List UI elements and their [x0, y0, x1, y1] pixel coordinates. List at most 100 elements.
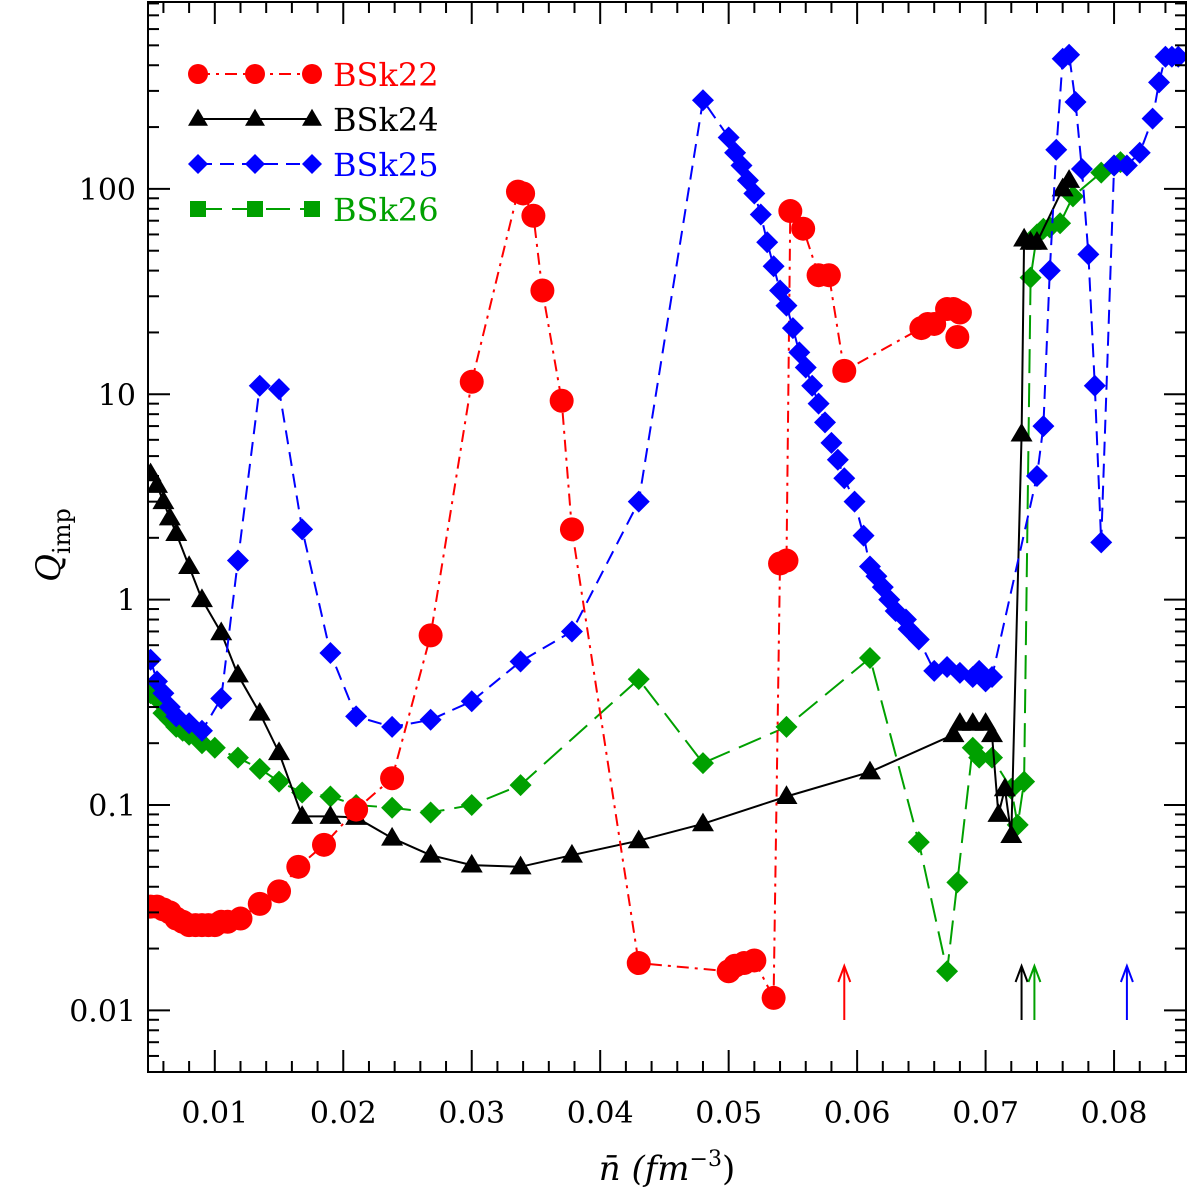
- legend-marker-bsk24: [245, 108, 265, 126]
- legend-item-bsk26: BSk26: [190, 191, 439, 229]
- data-point-bsk25: [794, 356, 817, 379]
- data-point-bsk24: [460, 853, 483, 873]
- data-point-bsk25: [775, 294, 798, 317]
- data-point-bsk24: [627, 829, 650, 849]
- data-point-bsk25: [1103, 154, 1126, 177]
- data-point-bsk25: [1038, 259, 1061, 282]
- x-axis-title-sup: −3: [690, 1147, 722, 1172]
- data-point-bsk26: [291, 781, 314, 804]
- legend-marker-bsk26: [247, 201, 263, 217]
- data-point-bsk25: [345, 705, 368, 728]
- data-point-bsk25: [691, 89, 714, 112]
- legend-marker-bsk24: [188, 108, 208, 126]
- data-point-bsk24: [248, 701, 271, 721]
- legend-label-bsk26: BSk26: [333, 191, 439, 229]
- data-point-bsk22: [247, 891, 272, 916]
- data-point-bsk25: [381, 715, 404, 738]
- data-point-bsk25: [1070, 157, 1093, 180]
- data-point-bsk24: [291, 805, 314, 824]
- data-point-bsk25: [1128, 141, 1151, 164]
- data-point-bsk24: [165, 522, 188, 541]
- legend-marker-bsk26: [190, 201, 206, 217]
- data-point-bsk24: [560, 843, 583, 863]
- data-point-bsk26: [1013, 770, 1036, 793]
- data-point-bsk24: [1025, 230, 1048, 250]
- data-point-bsk24: [1058, 169, 1081, 188]
- y-tick-label: 100: [79, 173, 136, 208]
- legend-item-bsk24: BSk24: [188, 101, 439, 139]
- data-point-bsk25: [1058, 43, 1081, 66]
- data-point-bsk26: [203, 736, 226, 759]
- data-point-bsk24: [210, 621, 233, 641]
- legend-label-bsk22: BSk22: [333, 56, 439, 94]
- y-tick-label: 0.1: [88, 789, 136, 824]
- data-point-bsk22: [311, 832, 336, 857]
- y-axis-title-main: Q: [29, 554, 69, 582]
- x-tick-label: 0.05: [695, 1096, 762, 1131]
- x-axis-title: n̄ (fm−3): [599, 1147, 736, 1189]
- y-axis-title: Qimp: [29, 508, 76, 582]
- y-tick-label: 0.01: [69, 994, 136, 1029]
- threshold-arrow: [837, 963, 852, 1020]
- arrow-head: [837, 963, 852, 983]
- data-point-bsk26: [509, 774, 532, 797]
- data-point-bsk25: [852, 524, 875, 547]
- data-point-bsk25: [801, 374, 824, 397]
- data-point-bsk22: [380, 766, 405, 791]
- arrow-head: [1014, 963, 1029, 983]
- data-point-bsk24: [158, 506, 181, 526]
- data-point-bsk24: [319, 805, 342, 824]
- data-point-bsk26: [968, 746, 991, 769]
- data-point-bsk22: [742, 948, 767, 973]
- data-point-bsk25: [226, 549, 249, 572]
- plot-area: [148, 43, 1186, 1010]
- data-point-bsk22: [418, 623, 443, 648]
- data-point-bsk26: [268, 770, 291, 793]
- data-point-bsk22: [945, 325, 970, 350]
- data-point-bsk25: [268, 378, 291, 401]
- x-tick-label: 0.04: [567, 1096, 634, 1131]
- data-point-bsk25: [826, 448, 849, 471]
- data-point-bsk25: [981, 666, 1004, 689]
- data-point-bsk25: [756, 231, 779, 254]
- data-point-bsk24: [942, 723, 965, 743]
- data-point-bsk25: [627, 490, 650, 513]
- data-point-bsk24: [152, 490, 175, 510]
- series-line-bsk26: [149, 161, 1121, 972]
- data-point-bsk26: [981, 746, 1004, 769]
- data-point-bsk25: [560, 620, 583, 643]
- legend-marker-bsk25: [302, 154, 322, 174]
- data-point-bsk25: [1167, 45, 1186, 68]
- data-point-bsk22: [559, 517, 584, 542]
- data-point-bsk22: [521, 203, 546, 228]
- data-point-bsk24: [509, 855, 532, 875]
- data-point-bsk25: [1141, 107, 1164, 130]
- data-point-bsk25: [1090, 531, 1113, 554]
- data-point-bsk25: [291, 518, 314, 541]
- data-point-bsk25: [248, 374, 271, 397]
- legend-marker-bsk22: [302, 64, 322, 84]
- data-point-bsk25: [781, 317, 804, 340]
- legend-marker-bsk25: [245, 154, 265, 174]
- series-line-bsk22: [150, 190, 961, 999]
- data-point-bsk24: [148, 474, 168, 493]
- data-point-bsk25: [1148, 71, 1171, 94]
- data-point-bsk25: [814, 411, 837, 434]
- x-tick-label: 0.02: [310, 1096, 377, 1131]
- data-point-bsk24: [981, 723, 1004, 743]
- data-point-bsk25: [319, 641, 342, 664]
- data-point-bsk26: [936, 960, 959, 983]
- threshold-arrow: [1014, 963, 1029, 1020]
- legend-marker-bsk22: [188, 64, 208, 84]
- data-point-bsk26: [1019, 266, 1042, 289]
- legend-marker-bsk26: [304, 201, 320, 217]
- data-point-bsk25: [190, 719, 213, 742]
- series-bsk25: [148, 43, 1186, 742]
- x-axis: 0.01 0.02 0.03 0.04 0.05 0.06 0.07 0.08: [162, 2, 1167, 1131]
- data-point-bsk22: [344, 797, 369, 822]
- x-tick-label: 0.03: [438, 1096, 505, 1131]
- data-point-bsk26: [248, 757, 271, 780]
- data-point-bsk25: [1077, 243, 1100, 266]
- series-bsk24: [148, 169, 1081, 875]
- data-point-bsk22: [530, 278, 555, 303]
